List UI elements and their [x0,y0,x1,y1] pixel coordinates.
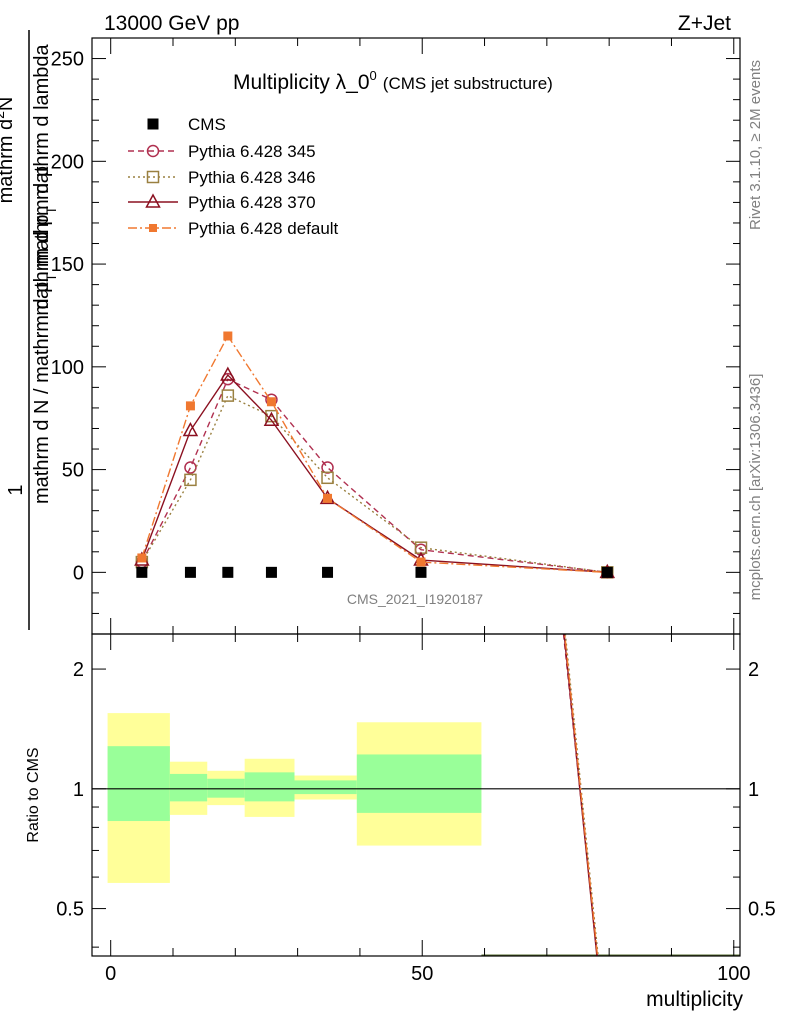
main-ytick-label-0: 0 [73,562,84,584]
legend-item-1: Pythia 6.428 345 [128,142,316,161]
series-0 [136,566,613,578]
legend-label-2: Pythia 6.428 346 [188,168,316,187]
legend-label-0: CMS [188,115,226,134]
ratio-band-inner-4 [294,780,357,795]
legend-item-3: Pythia 6.428 370 [128,193,316,212]
ratio-ytick-label-left-0.5: 0.5 [56,899,84,921]
header-left-label: 13000 GeV pp [104,12,239,35]
chart-title-superscript: 0 [370,68,377,83]
series-4 [137,331,612,577]
legend-label-1: Pythia 6.428 345 [188,142,316,161]
legend: CMS Pythia 6.428 345 Pythia 6.428 346 Pythi… [128,115,339,238]
series-0-point-0 [136,566,148,578]
chart-title-subtitle: (CMS jet substructure) [383,74,553,93]
series-0-point-1 [184,566,196,578]
series-2 [135,389,614,579]
series-4-point-5 [416,557,426,567]
series-3-point-1 [182,421,199,437]
series-line-4 [141,334,608,574]
series-1-point-4 [321,461,334,474]
main-ytick-label-50: 50 [62,460,84,482]
series-4-point-2 [223,331,233,341]
series-2-point-3 [265,409,278,423]
y-axis-label-numerator: 1 [5,484,27,495]
series-0-point-2 [222,566,234,578]
rivet-version-label: Rivet 3.1.10, ≥ 2M events [747,60,764,230]
header-right-label: Z+Jet [678,12,731,35]
legend-marker-3 [145,193,161,208]
main-ytick-label-250: 250 [51,49,84,71]
series-0-point-5 [415,566,427,578]
series-line-2 [141,394,608,574]
series-3-point-3 [263,411,280,427]
chart-title: Multiplicity λ_00 (CMS jet substructure) [233,68,553,94]
ratio-ytick-label-right-0.5: 0.5 [748,899,776,921]
legend-label-4: Pythia 6.428 default [188,219,339,238]
xtick-label-100: 100 [717,963,750,985]
legend-marker-4 [149,224,157,232]
ratio-line-default [564,634,599,956]
main-series-layer [134,331,616,579]
series-0-point-6 [601,566,613,578]
chart-title-main: Multiplicity λ_0 [233,71,370,94]
ratio-ytick-label-right-2: 2 [748,659,759,681]
y-axis-label-denominator: mathrm d N / mathrm d pTmathrm d p [31,166,59,504]
x-axis-label: multiplicity [646,988,743,1011]
ratio-band-inner-5 [356,754,482,813]
legend-marker-2 [146,170,160,184]
y-axis-label: 1 mathrm d N / mathrm d pTmathrm d p mat… [0,30,59,630]
series-4-point-0 [137,553,147,563]
series-2-point-4 [321,471,334,485]
ratio-band-inner-3 [244,772,295,802]
main-ytick-label-100: 100 [51,357,84,379]
series-4-point-4 [323,493,333,503]
series-4-point-3 [266,397,276,407]
axes-layer: 0 50 100 150 200 250 0 50 100 0.5 0.5 1 1 2 2 [51,37,776,985]
series-line-3 [141,373,608,574]
main-ytick-label-200: 200 [51,151,84,173]
series-2-point-1 [184,473,197,487]
ratio-series-layer [562,634,599,956]
legend-marker-0 [147,118,159,130]
series-2-point-2 [221,389,235,402]
ratio-ytick-label-left-1: 1 [73,779,84,801]
ratio-y-axis-label: Ratio to CMS [25,747,42,842]
series-3-point-2 [220,366,236,381]
legend-label-3: Pythia 6.428 370 [188,193,316,212]
xtick-label-0: 0 [105,963,116,985]
ratio-band-inner-0 [107,746,170,822]
ratio-uncertainty-bands [92,713,740,956]
y-axis-label-right-denominator: mathrm d pTmathrm d lambda [31,43,59,315]
series-0-point-4 [322,566,334,578]
legend-item-2: Pythia 6.428 346 [128,168,316,187]
legend-item-0: CMS [147,115,226,134]
series-line-1 [141,378,608,574]
ratio-ytick-label-left-2: 2 [73,659,84,681]
series-0-point-3 [265,566,277,578]
legend-item-4: Pythia 6.428 default [128,219,339,238]
ratio-ytick-label-right-1: 1 [748,779,759,801]
ratio-band-inner-2 [207,778,245,798]
analysis-watermark: CMS_2021_I1920187 [347,591,483,607]
series-3 [134,366,616,579]
series-1-point-1 [184,461,197,474]
xtick-label-50: 50 [411,963,433,985]
legend-marker-1 [146,144,160,158]
series-4-point-1 [185,401,195,411]
mcplots-label: mcplots.cern.ch [arXiv:1306.3436] [747,374,764,601]
ratio-band-inner-1 [169,773,208,802]
y-axis-label-right-numerator: mathrm d2N [0,97,17,204]
main-ytick-label-150: 150 [51,254,84,276]
ratio-plot-frame [91,633,741,957]
